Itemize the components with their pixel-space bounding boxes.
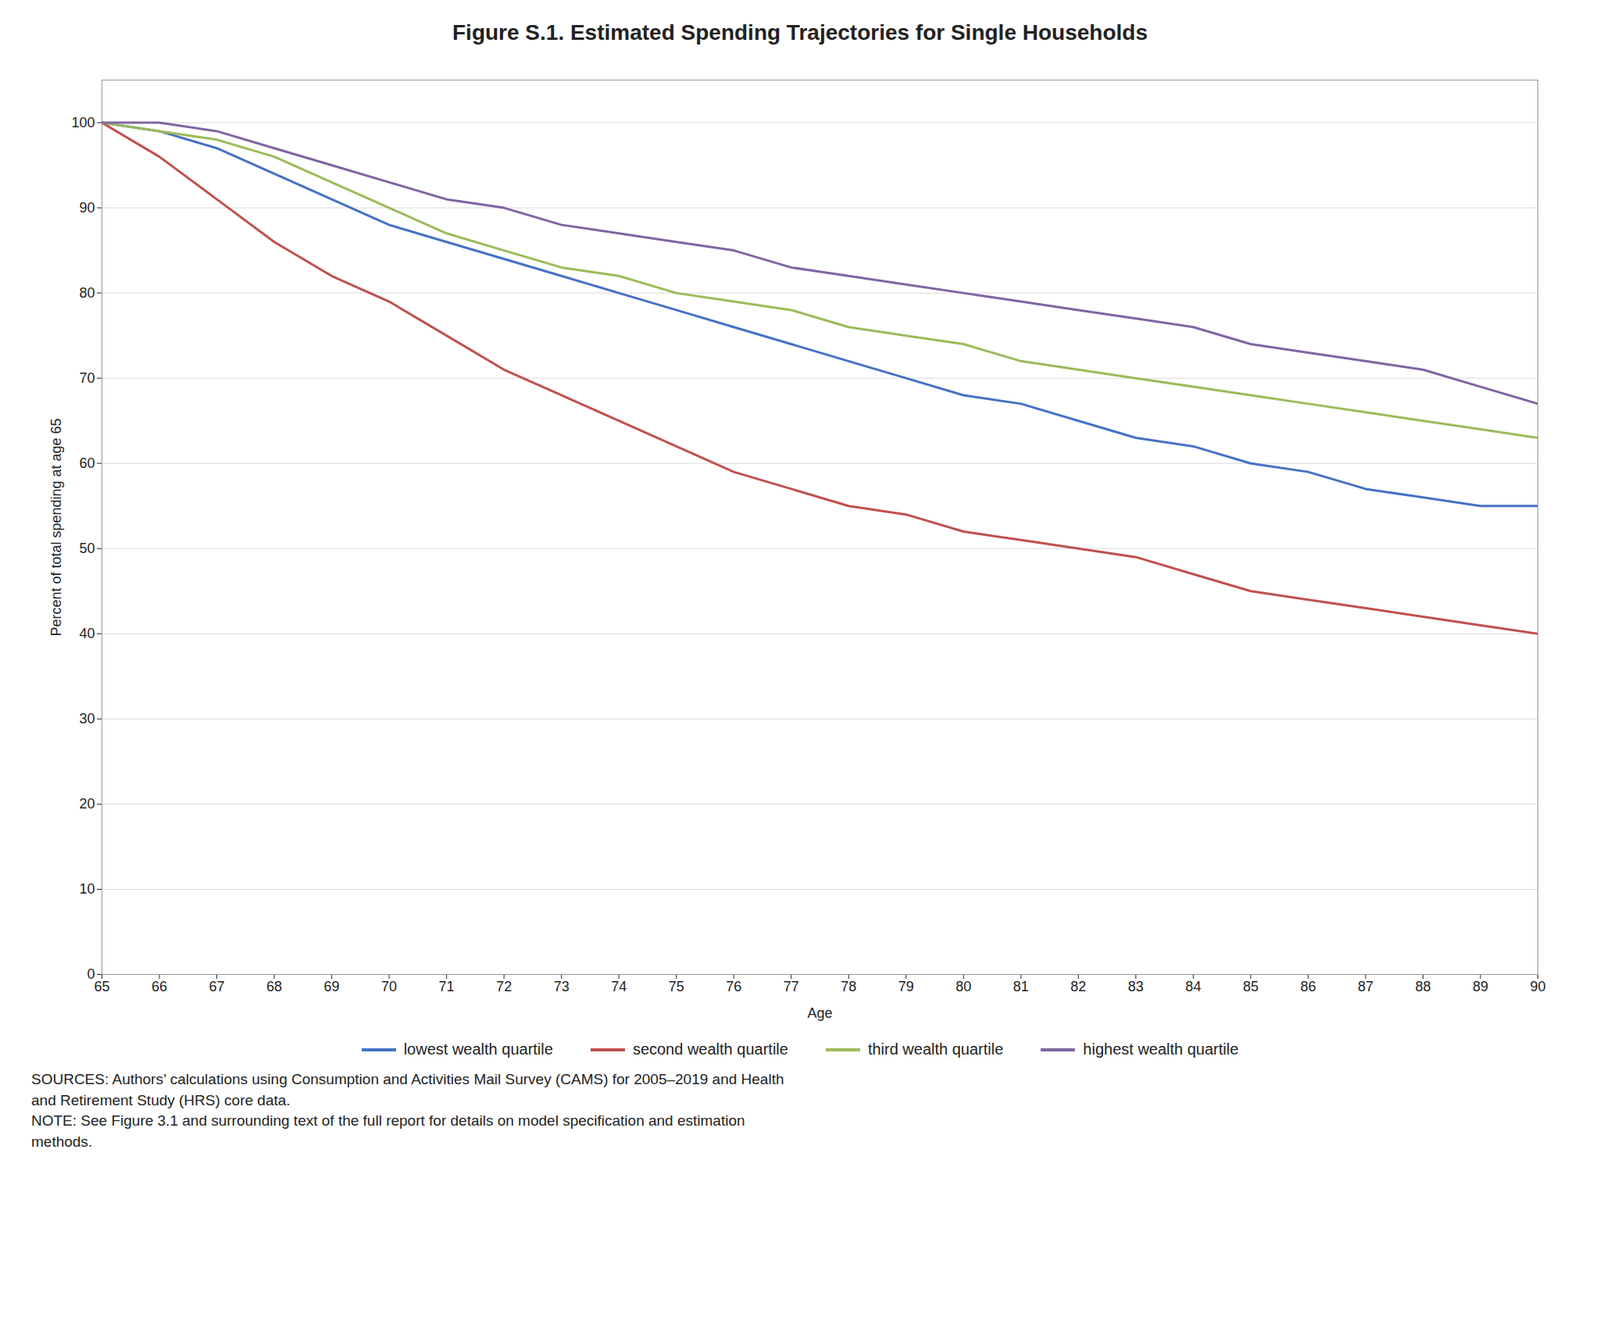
svg-text:68: 68 bbox=[266, 978, 283, 995]
html-text:third wealth quartile: third wealth quartile bbox=[867, 1040, 1004, 1058]
svg-text:70: 70 bbox=[78, 370, 95, 386]
svg-text:89: 89 bbox=[1472, 978, 1489, 995]
svg-text:80: 80 bbox=[78, 285, 95, 301]
svg-text:Age: Age bbox=[807, 1005, 833, 1022]
svg-text:70: 70 bbox=[381, 978, 397, 995]
svg-text:67: 67 bbox=[209, 978, 225, 995]
svg-text:100: 100 bbox=[71, 114, 95, 131]
svg-text:69: 69 bbox=[324, 978, 340, 995]
svg-text:Percent of total spending at a: Percent of total spending at age 65 bbox=[48, 417, 65, 636]
svg-text:50: 50 bbox=[78, 540, 95, 557]
svg-text:74: 74 bbox=[610, 978, 627, 995]
svg-text:75: 75 bbox=[668, 978, 685, 995]
svg-text:30: 30 bbox=[78, 710, 95, 727]
svg-text:66: 66 bbox=[151, 978, 168, 995]
html-text:highest wealth quartile: highest wealth quartile bbox=[1083, 1040, 1239, 1058]
svg-text:40: 40 bbox=[78, 625, 95, 642]
svg-text:81: 81 bbox=[1013, 978, 1029, 995]
svg-text:82: 82 bbox=[1070, 978, 1086, 995]
svg-text:20: 20 bbox=[78, 796, 95, 812]
svg-text:80: 80 bbox=[955, 978, 972, 995]
svg-text:60: 60 bbox=[78, 455, 95, 472]
svg-text:72: 72 bbox=[496, 978, 512, 995]
svg-text:0: 0 bbox=[87, 966, 95, 983]
html-text:second wealth quartile: second wealth quartile bbox=[632, 1040, 789, 1058]
html-text:Figure S.1. Estimated Spending: Figure S.1. Estimated Spending Trajector… bbox=[452, 20, 1148, 45]
svg-text:90: 90 bbox=[1529, 978, 1546, 995]
svg-text:10: 10 bbox=[78, 881, 95, 897]
svg-text:87: 87 bbox=[1357, 978, 1374, 995]
svg-text:71: 71 bbox=[439, 978, 455, 995]
html-text:lowest wealth quartile: lowest wealth quartile bbox=[403, 1040, 554, 1058]
svg-text:79: 79 bbox=[898, 978, 915, 995]
svg-text:73: 73 bbox=[553, 978, 570, 995]
svg-text:90: 90 bbox=[78, 200, 95, 216]
svg-text:76: 76 bbox=[725, 978, 742, 995]
svg-text:65: 65 bbox=[93, 978, 110, 995]
svg-text:78: 78 bbox=[840, 978, 857, 995]
html-text:SOURCES: Authors’ calculations: SOURCES: Authors’ calculations using Con… bbox=[31, 1071, 784, 1150]
svg-text:84: 84 bbox=[1185, 978, 1201, 995]
svg-text:77: 77 bbox=[783, 978, 800, 995]
svg-text:85: 85 bbox=[1242, 978, 1259, 995]
svg-text:83: 83 bbox=[1128, 978, 1144, 995]
svg-text:86: 86 bbox=[1300, 978, 1316, 995]
svg-text:88: 88 bbox=[1414, 978, 1431, 995]
